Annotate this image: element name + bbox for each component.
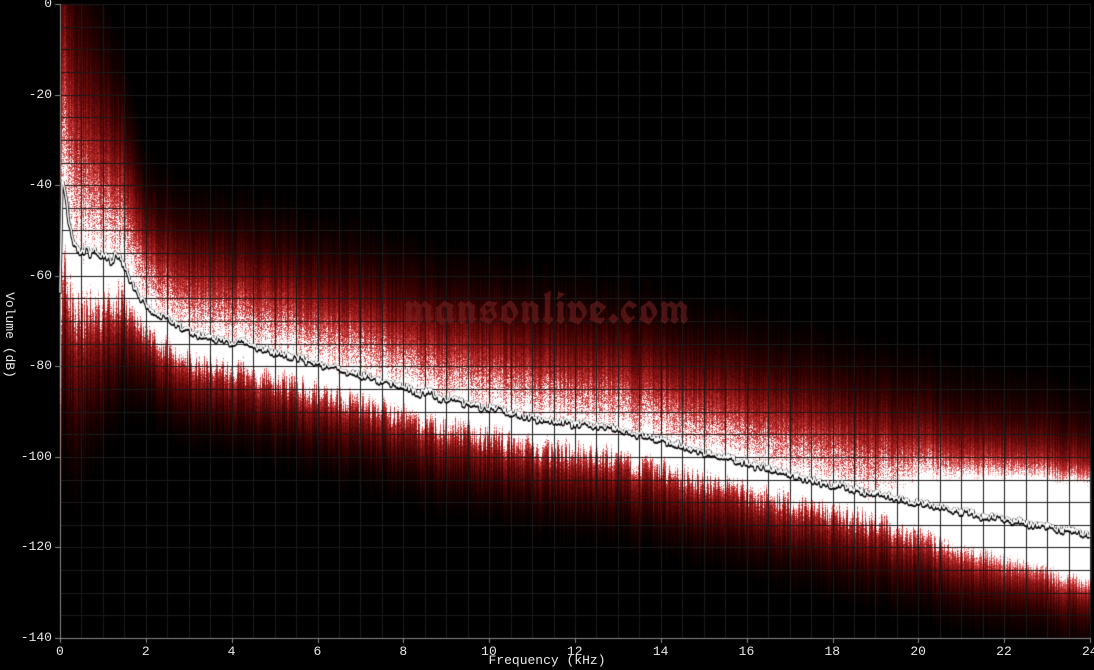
line-series-layer [0, 0, 1094, 670]
x-tick-label: 0 [56, 644, 64, 659]
y-tick-label: -80 [29, 358, 52, 373]
x-tick-label: 4 [228, 644, 236, 659]
x-tick-label: 24 [1082, 644, 1094, 659]
y-tick-label: -140 [21, 630, 52, 645]
x-tick-label: 14 [653, 644, 669, 659]
x-tick-label: 16 [739, 644, 755, 659]
y-tick-label: -60 [29, 268, 52, 283]
x-tick-label: 2 [142, 644, 150, 659]
x-tick-label: 10 [481, 644, 497, 659]
x-tick-label: 6 [314, 644, 322, 659]
y-tick-label: 0 [44, 0, 52, 11]
y-tick-label: -20 [29, 87, 52, 102]
x-tick-label: 18 [825, 644, 841, 659]
spectrum-chart: mansonlive.com Volume (dB) Frequency (kH… [0, 0, 1094, 670]
y-tick-label: -120 [21, 539, 52, 554]
x-tick-label: 22 [996, 644, 1012, 659]
x-tick-label: 12 [567, 644, 583, 659]
y-axis-title: Volume (dB) [2, 292, 17, 378]
x-tick-label: 8 [399, 644, 407, 659]
x-tick-label: 20 [910, 644, 926, 659]
x-axis-title: Frequency (kHz) [488, 653, 605, 668]
y-tick-label: -100 [21, 449, 52, 464]
y-tick-label: -40 [29, 177, 52, 192]
